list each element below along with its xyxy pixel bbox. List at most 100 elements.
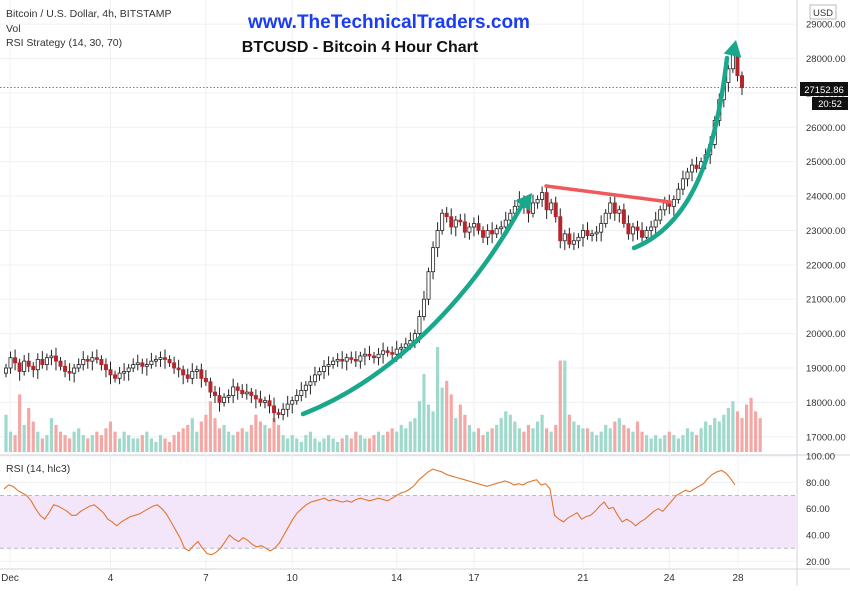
volume-bar <box>676 438 680 452</box>
resistance-line <box>544 184 672 204</box>
candle-body <box>376 353 381 359</box>
price-tick-label: 20000.00 <box>806 329 846 340</box>
candle-body <box>340 359 345 362</box>
rsi-band <box>0 495 797 549</box>
price-tick-label: 21000.00 <box>806 295 846 306</box>
volume-bar <box>358 435 362 452</box>
uptrend-arrow-2 <box>631 55 730 251</box>
candle-body <box>353 359 358 362</box>
candle-body <box>644 230 649 238</box>
vol-label: Vol <box>6 23 21 35</box>
currency-label: USD <box>813 8 833 19</box>
candle-body <box>349 357 354 360</box>
volume-bar <box>22 424 26 452</box>
candle-body <box>22 360 27 372</box>
candle-body <box>212 391 217 396</box>
volume-bar <box>58 431 63 452</box>
volume-bar <box>499 418 503 452</box>
candle-body <box>249 391 254 396</box>
candle-body <box>335 359 340 362</box>
volume-bar <box>286 438 290 452</box>
volume-bar <box>526 424 531 452</box>
candle-body <box>421 298 426 317</box>
volume-bar <box>708 424 712 452</box>
volume-bar <box>345 435 349 452</box>
last-price-label: 27152.86 <box>804 85 844 96</box>
volume-bar <box>399 424 403 452</box>
rsi-label: RSI (14, hlc3) <box>6 463 70 475</box>
volume-bar <box>99 435 103 452</box>
candle-body <box>63 365 68 372</box>
candle-body <box>399 346 404 350</box>
volume-bar <box>254 414 258 452</box>
candle-body <box>262 400 267 403</box>
candle-body <box>362 353 367 357</box>
volume-bar <box>299 441 303 452</box>
candle-body <box>103 364 108 371</box>
candle-body <box>730 54 735 70</box>
candle-body <box>690 164 695 173</box>
volume-bar <box>90 435 94 452</box>
volume-bar <box>690 431 694 452</box>
volume-bar <box>195 431 199 452</box>
volume-bar <box>617 418 621 452</box>
volume-bar <box>572 421 576 452</box>
candle-body <box>240 389 245 395</box>
candle-body <box>312 374 317 383</box>
candle-body <box>299 389 304 396</box>
volume-bar <box>758 418 762 452</box>
candle-body <box>426 271 431 300</box>
volume-bar <box>4 414 8 452</box>
candle-body <box>658 209 663 221</box>
candle-body <box>599 223 604 233</box>
volume-bar <box>558 360 562 452</box>
volume-bar <box>127 435 131 452</box>
volume-bar <box>699 428 703 452</box>
volume-bar <box>190 418 194 452</box>
volume-bar <box>485 431 490 452</box>
volume-bar <box>667 431 671 452</box>
candle-body <box>172 362 177 369</box>
volume-bar <box>735 411 740 452</box>
volume-bar <box>749 397 753 452</box>
volume-bar <box>81 435 85 452</box>
candle-body <box>326 364 331 367</box>
volume-bar <box>476 428 481 452</box>
candle-body <box>85 359 90 362</box>
candle-body <box>649 226 654 231</box>
volume-bar <box>77 428 81 452</box>
candle-body <box>203 377 208 383</box>
candle-body <box>685 171 690 180</box>
candle-body <box>226 395 231 398</box>
candle-body <box>662 202 667 211</box>
volume-bar <box>236 431 240 452</box>
volume-bar <box>654 435 658 452</box>
volume-bar <box>590 431 594 452</box>
volume-bar <box>585 428 590 452</box>
candle-body <box>231 386 236 396</box>
candle-body <box>108 369 113 376</box>
volume-bar <box>163 438 167 452</box>
candle-body <box>81 359 86 365</box>
volume-bar <box>18 394 22 452</box>
candle-body <box>90 357 95 362</box>
candle-body <box>567 233 572 245</box>
candle-body <box>258 398 263 403</box>
candle-body <box>308 381 313 386</box>
candle-body <box>99 359 104 365</box>
candle-body <box>481 230 486 238</box>
volume-bar <box>240 428 244 452</box>
candle-body <box>317 371 322 376</box>
candle-body <box>185 374 190 379</box>
volume-bar <box>326 435 331 452</box>
candle-body <box>13 357 18 364</box>
volume-bar <box>245 431 249 452</box>
volume-bar <box>595 435 599 452</box>
volume-bar <box>277 424 281 452</box>
x-tick-label: 24 <box>664 573 676 584</box>
volume-bar <box>490 428 494 452</box>
candle-body <box>285 403 290 410</box>
volume-bar <box>336 441 340 452</box>
